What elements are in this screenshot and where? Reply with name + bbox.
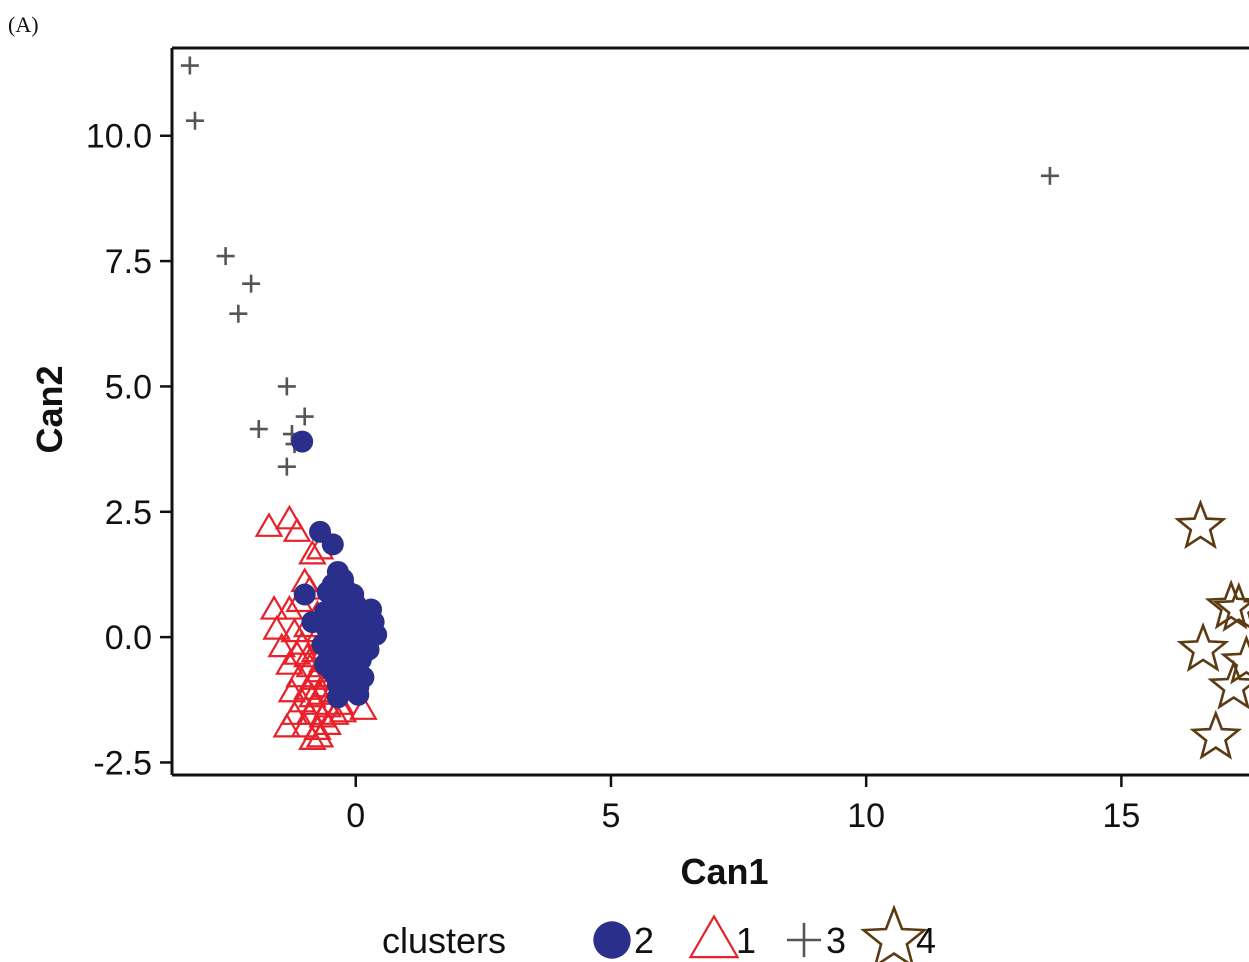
point-cluster-2 <box>324 606 347 629</box>
y-tick-label: -2.5 <box>93 744 152 782</box>
point-cluster-3 <box>277 457 296 476</box>
point-cluster-1 <box>259 594 289 620</box>
point-cluster-2 <box>291 430 314 453</box>
panel-label: (A) <box>8 12 39 37</box>
point-cluster-3 <box>277 377 296 396</box>
data-points <box>180 56 1249 760</box>
point-cluster-1 <box>267 632 297 658</box>
y-tick-label: 0.0 <box>105 619 152 657</box>
point-cluster-2 <box>347 683 370 706</box>
y-tick-label: 7.5 <box>105 243 152 281</box>
point-cluster-1 <box>262 615 291 640</box>
point-cluster-1 <box>280 617 309 643</box>
point-cluster-3 <box>242 274 261 293</box>
point-cluster-1 <box>275 504 304 530</box>
point-cluster-1 <box>290 712 320 738</box>
point-cluster-4 <box>1212 581 1249 632</box>
x-tick-label: 5 <box>602 797 621 835</box>
legend-marker-1 <box>688 914 740 959</box>
point-cluster-3 <box>229 304 248 323</box>
legend-label: 4 <box>916 920 936 961</box>
point-cluster-3 <box>180 56 199 75</box>
point-cluster-1 <box>280 700 309 725</box>
point-cluster-1 <box>287 687 317 713</box>
y-axis-title: Can2 <box>29 365 70 453</box>
point-cluster-1 <box>298 725 327 751</box>
point-cluster-1 <box>275 594 304 620</box>
x-axis-title: Can1 <box>680 851 768 892</box>
point-cluster-4 <box>1189 709 1243 760</box>
legend-marker-3 <box>786 922 822 958</box>
legend-marker-2 <box>593 921 631 959</box>
axes: 0 5 10 15 -2.5 0.0 2.5 5.0 7.5 10.0 <box>86 46 1249 835</box>
point-cluster-3 <box>249 420 268 439</box>
point-cluster-1 <box>277 677 307 703</box>
point-cluster-1 <box>272 712 302 738</box>
point-cluster-1 <box>305 722 335 748</box>
point-cluster-2 <box>321 533 344 556</box>
point-cluster-1 <box>282 517 312 542</box>
point-cluster-3 <box>295 407 314 426</box>
x-tick-label: 0 <box>346 797 365 835</box>
point-cluster-2 <box>293 583 316 606</box>
x-tick-label: 10 <box>847 797 885 835</box>
point-cluster-2 <box>316 628 339 651</box>
point-cluster-1 <box>349 695 378 720</box>
point-cluster-4 <box>1207 659 1249 710</box>
point-cluster-4 <box>1176 622 1230 673</box>
legend-label: 1 <box>736 920 756 961</box>
point-cluster-1 <box>313 710 342 735</box>
legend: clusters 2 1 3 4 <box>382 904 936 962</box>
point-cluster-3 <box>216 247 235 266</box>
point-cluster-3 <box>185 111 204 130</box>
point-cluster-4 <box>1220 634 1249 685</box>
point-cluster-1 <box>298 539 327 565</box>
y-tick-label: 10.0 <box>86 118 152 156</box>
legend-label: 3 <box>826 920 846 961</box>
y-tick-label: 5.0 <box>105 368 152 406</box>
point-cluster-4 <box>1204 579 1249 630</box>
point-cluster-1 <box>254 512 284 537</box>
point-cluster-4 <box>1174 499 1227 550</box>
point-cluster-1 <box>328 697 358 723</box>
legend-label: 2 <box>634 920 654 961</box>
legend-title: clusters <box>382 920 506 961</box>
point-cluster-2 <box>326 686 349 709</box>
point-cluster-3 <box>1040 166 1059 185</box>
x-tick-label: 15 <box>1102 797 1140 835</box>
legend-marker-4 <box>860 904 928 962</box>
point-cluster-1 <box>285 662 314 688</box>
y-tick-label: 2.5 <box>105 494 152 532</box>
point-cluster-1 <box>292 642 322 668</box>
